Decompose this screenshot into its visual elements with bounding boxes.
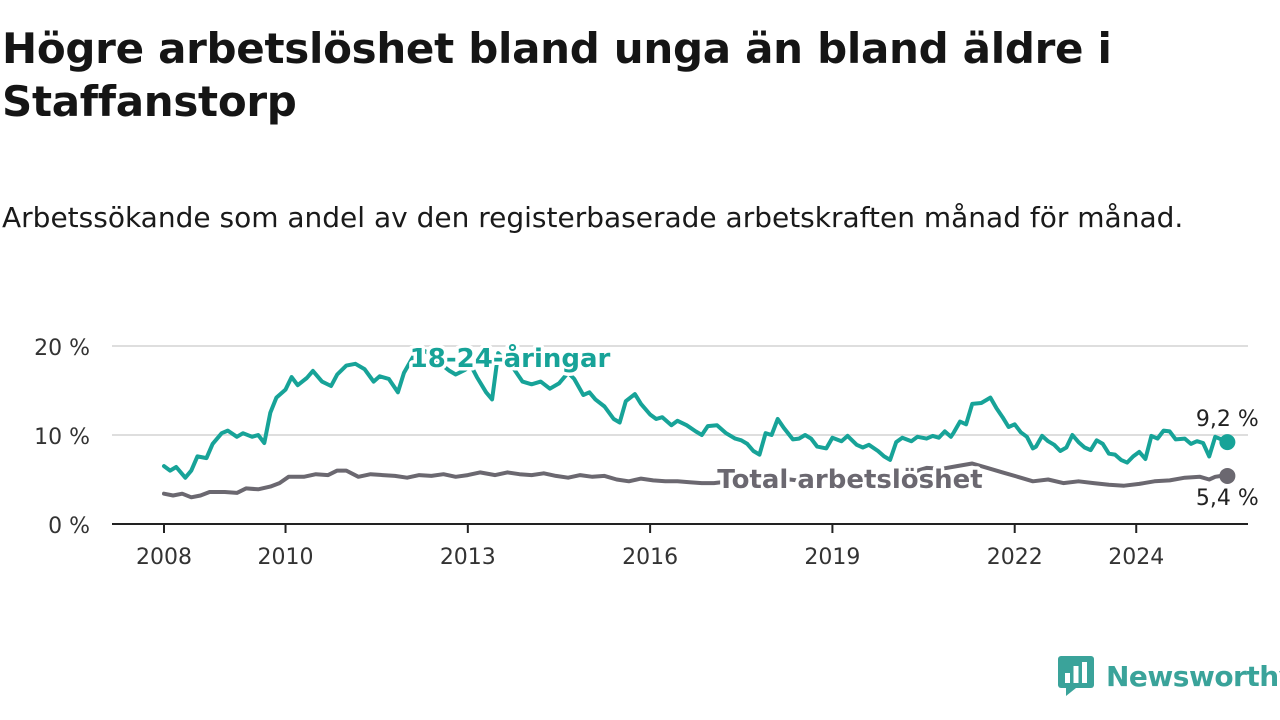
end-value-youth: 9,2 %: [1196, 407, 1259, 432]
series-label-total: Total arbetslöshet: [717, 465, 982, 495]
series-line-youth: [162, 347, 1230, 480]
x-tick-label: 2008: [136, 545, 192, 570]
gridlines: [112, 345, 1248, 436]
x-tick-label: 2013: [440, 545, 496, 570]
y-tick-label: 20 %: [34, 336, 90, 361]
x-tick-label: 2010: [258, 545, 314, 570]
series-labels: 9,2 % 5,4 % 18-24-åringar Total arbetslöshe…: [406, 339, 1259, 512]
y-tick-label: 10 %: [34, 425, 90, 450]
series-label-youth: 18-24-åringar: [410, 342, 611, 374]
newsworthy-wordmark: Newsworthy: [1106, 659, 1280, 693]
end-dot-youth: [1219, 434, 1236, 451]
end-dot-total: [1219, 467, 1236, 484]
series-lines: [162, 347, 1230, 500]
y-tick-label: 0 %: [48, 514, 90, 539]
x-tick-label: 2019: [804, 545, 860, 570]
x-tick-label: 2024: [1108, 545, 1164, 570]
chart-title: Högre arbetslöshet bland unga än bland ä…: [2, 24, 1112, 126]
newsworthy-logo-icon: [1058, 656, 1094, 696]
x-axis-ticks: 2008 2010 2013 2016 2019 2022 2024: [136, 524, 1164, 570]
end-value-total: 5,4 %: [1196, 486, 1259, 511]
line-chart: 0 % 10 % 20 % 2008 2010 2013 2016 2019 2022 2024…: [34, 336, 1259, 570]
x-tick-label: 2022: [987, 545, 1043, 570]
y-axis-labels: 0 % 10 % 20 %: [34, 336, 90, 539]
newsworthy-brand: Newsworthy: [1058, 654, 1280, 698]
series-line-total: [162, 461, 1230, 500]
x-tick-label: 2016: [622, 545, 678, 570]
chart-subtitle: Arbetssökande som andel av den registerb…: [2, 201, 1184, 234]
